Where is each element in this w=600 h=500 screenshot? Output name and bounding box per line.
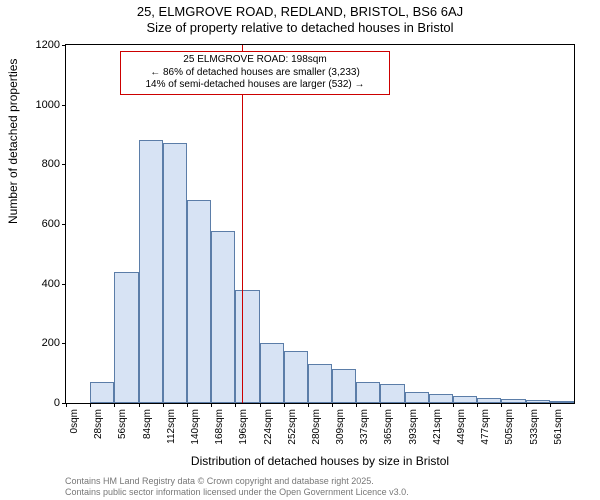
x-tick-label: 505sqm bbox=[504, 409, 515, 445]
x-tick-label: 365sqm bbox=[383, 409, 394, 445]
histogram-bar bbox=[380, 384, 404, 403]
chart-title-address: 25, ELMGROVE ROAD, REDLAND, BRISTOL, BS6… bbox=[0, 4, 600, 19]
x-tick-label: 140sqm bbox=[190, 409, 201, 445]
histogram-bar bbox=[114, 272, 138, 403]
x-tick-mark bbox=[550, 403, 551, 407]
x-tick-label: 84sqm bbox=[142, 409, 153, 439]
x-tick-label: 252sqm bbox=[287, 409, 298, 445]
x-tick-mark bbox=[308, 403, 309, 407]
x-tick-mark bbox=[453, 403, 454, 407]
histogram-bar bbox=[550, 401, 574, 403]
annotation-line-2: ← 86% of detached houses are smaller (3,… bbox=[125, 67, 385, 80]
x-tick-label: 56sqm bbox=[117, 409, 128, 439]
x-tick-mark bbox=[235, 403, 236, 407]
y-tick-mark bbox=[62, 343, 66, 344]
x-tick-mark bbox=[139, 403, 140, 407]
x-tick-label: 28sqm bbox=[93, 409, 104, 439]
x-tick-label: 280sqm bbox=[311, 409, 322, 445]
histogram-bar bbox=[211, 231, 235, 403]
chart-container: 25, ELMGROVE ROAD, REDLAND, BRISTOL, BS6… bbox=[0, 0, 600, 500]
chart-subtitle: Size of property relative to detached ho… bbox=[0, 20, 600, 35]
y-tick-mark bbox=[62, 45, 66, 46]
x-tick-mark bbox=[66, 403, 67, 407]
x-tick-label: 393sqm bbox=[408, 409, 419, 445]
y-tick-mark bbox=[62, 224, 66, 225]
x-tick-label: 309sqm bbox=[335, 409, 346, 445]
histogram-bar bbox=[526, 400, 550, 403]
marker-vline bbox=[242, 45, 243, 403]
x-tick-mark bbox=[356, 403, 357, 407]
footer-attribution: Contains HM Land Registry data © Crown c… bbox=[65, 476, 409, 499]
x-axis-label: Distribution of detached houses by size … bbox=[65, 454, 575, 468]
histogram-bar bbox=[501, 399, 525, 403]
x-tick-label: 196sqm bbox=[238, 409, 249, 445]
x-tick-mark bbox=[501, 403, 502, 407]
x-tick-mark bbox=[163, 403, 164, 407]
x-tick-mark bbox=[260, 403, 261, 407]
x-tick-mark bbox=[332, 403, 333, 407]
histogram-bar bbox=[429, 394, 453, 403]
plot-area: 0200400600800100012000sqm28sqm56sqm84sqm… bbox=[65, 44, 575, 404]
x-tick-mark bbox=[284, 403, 285, 407]
x-tick-mark bbox=[405, 403, 406, 407]
histogram-bar bbox=[187, 200, 211, 403]
y-tick-mark bbox=[62, 164, 66, 165]
x-tick-label: 112sqm bbox=[166, 409, 177, 444]
y-axis-label: Number of detached properties bbox=[6, 59, 20, 224]
x-tick-label: 561sqm bbox=[553, 409, 564, 445]
histogram-bar bbox=[332, 369, 356, 403]
x-tick-mark bbox=[429, 403, 430, 407]
histogram-bar bbox=[90, 382, 114, 403]
annotation-box: 25 ELMGROVE ROAD: 198sqm ← 86% of detach… bbox=[120, 51, 390, 95]
x-tick-mark bbox=[90, 403, 91, 407]
histogram-bar bbox=[453, 396, 477, 403]
x-tick-mark bbox=[526, 403, 527, 407]
x-tick-label: 533sqm bbox=[529, 409, 540, 445]
footer-line-1: Contains HM Land Registry data © Crown c… bbox=[65, 476, 409, 487]
x-tick-label: 421sqm bbox=[432, 409, 443, 445]
x-tick-mark bbox=[380, 403, 381, 407]
histogram-bar bbox=[235, 290, 259, 403]
histogram-bar bbox=[260, 343, 284, 403]
x-tick-mark bbox=[187, 403, 188, 407]
x-tick-mark bbox=[477, 403, 478, 407]
x-tick-label: 0sqm bbox=[69, 409, 80, 433]
annotation-line-3: 14% of semi-detached houses are larger (… bbox=[125, 79, 385, 92]
x-tick-label: 168sqm bbox=[214, 409, 225, 445]
y-tick-mark bbox=[62, 284, 66, 285]
histogram-bar bbox=[139, 140, 163, 403]
histogram-bar bbox=[356, 382, 380, 403]
histogram-bar bbox=[477, 398, 501, 403]
annotation-line-1: 25 ELMGROVE ROAD: 198sqm bbox=[125, 54, 385, 67]
histogram-bar bbox=[163, 143, 187, 403]
histogram-bar bbox=[308, 364, 332, 403]
footer-line-2: Contains public sector information licen… bbox=[65, 487, 409, 498]
y-tick-mark bbox=[62, 105, 66, 106]
x-tick-label: 449sqm bbox=[456, 409, 467, 445]
x-tick-mark bbox=[211, 403, 212, 407]
histogram-bar bbox=[405, 392, 429, 403]
histogram-bar bbox=[284, 351, 308, 403]
x-tick-label: 337sqm bbox=[359, 409, 370, 445]
x-tick-mark bbox=[114, 403, 115, 407]
x-tick-label: 224sqm bbox=[263, 409, 274, 445]
x-tick-label: 477sqm bbox=[480, 409, 491, 445]
